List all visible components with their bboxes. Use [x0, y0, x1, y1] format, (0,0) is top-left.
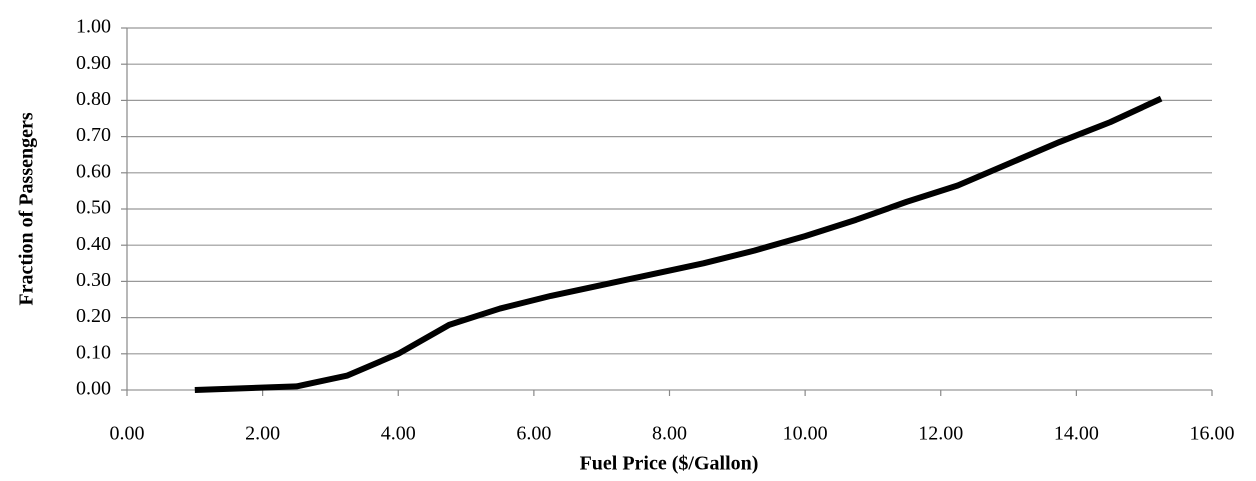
y-tick-label: 0.00 [76, 378, 111, 400]
y-tick-label: 0.30 [76, 269, 111, 291]
y-tick-label: 0.70 [76, 124, 111, 146]
y-tick-label: 0.10 [76, 341, 111, 363]
x-tick-label: 12.00 [918, 423, 963, 445]
y-tick-label: 0.60 [76, 160, 111, 182]
y-tick-label: 0.90 [76, 52, 111, 74]
x-tick-label: 16.00 [1190, 423, 1235, 445]
y-tick-label: 0.80 [76, 88, 111, 110]
y-tick-label: 0.40 [76, 233, 111, 255]
x-tick-label: 14.00 [1054, 423, 1099, 445]
data-line [194, 95, 1163, 393]
y-tick-label: 0.50 [76, 197, 111, 219]
x-tick-label: 0.00 [110, 423, 145, 445]
x-tick-label: 2.00 [245, 423, 280, 445]
x-tick-label: 4.00 [381, 423, 416, 445]
y-tick-label: 1.00 [76, 16, 111, 38]
x-axis-title: Fuel Price ($/Gallon) [580, 453, 759, 475]
x-tick-label: 10.00 [783, 423, 828, 445]
y-axis-title: Fraction of Passengers [16, 112, 38, 306]
x-tick-label: 8.00 [652, 423, 687, 445]
y-tick-label: 0.20 [76, 305, 111, 327]
x-tick-label: 6.00 [516, 423, 551, 445]
